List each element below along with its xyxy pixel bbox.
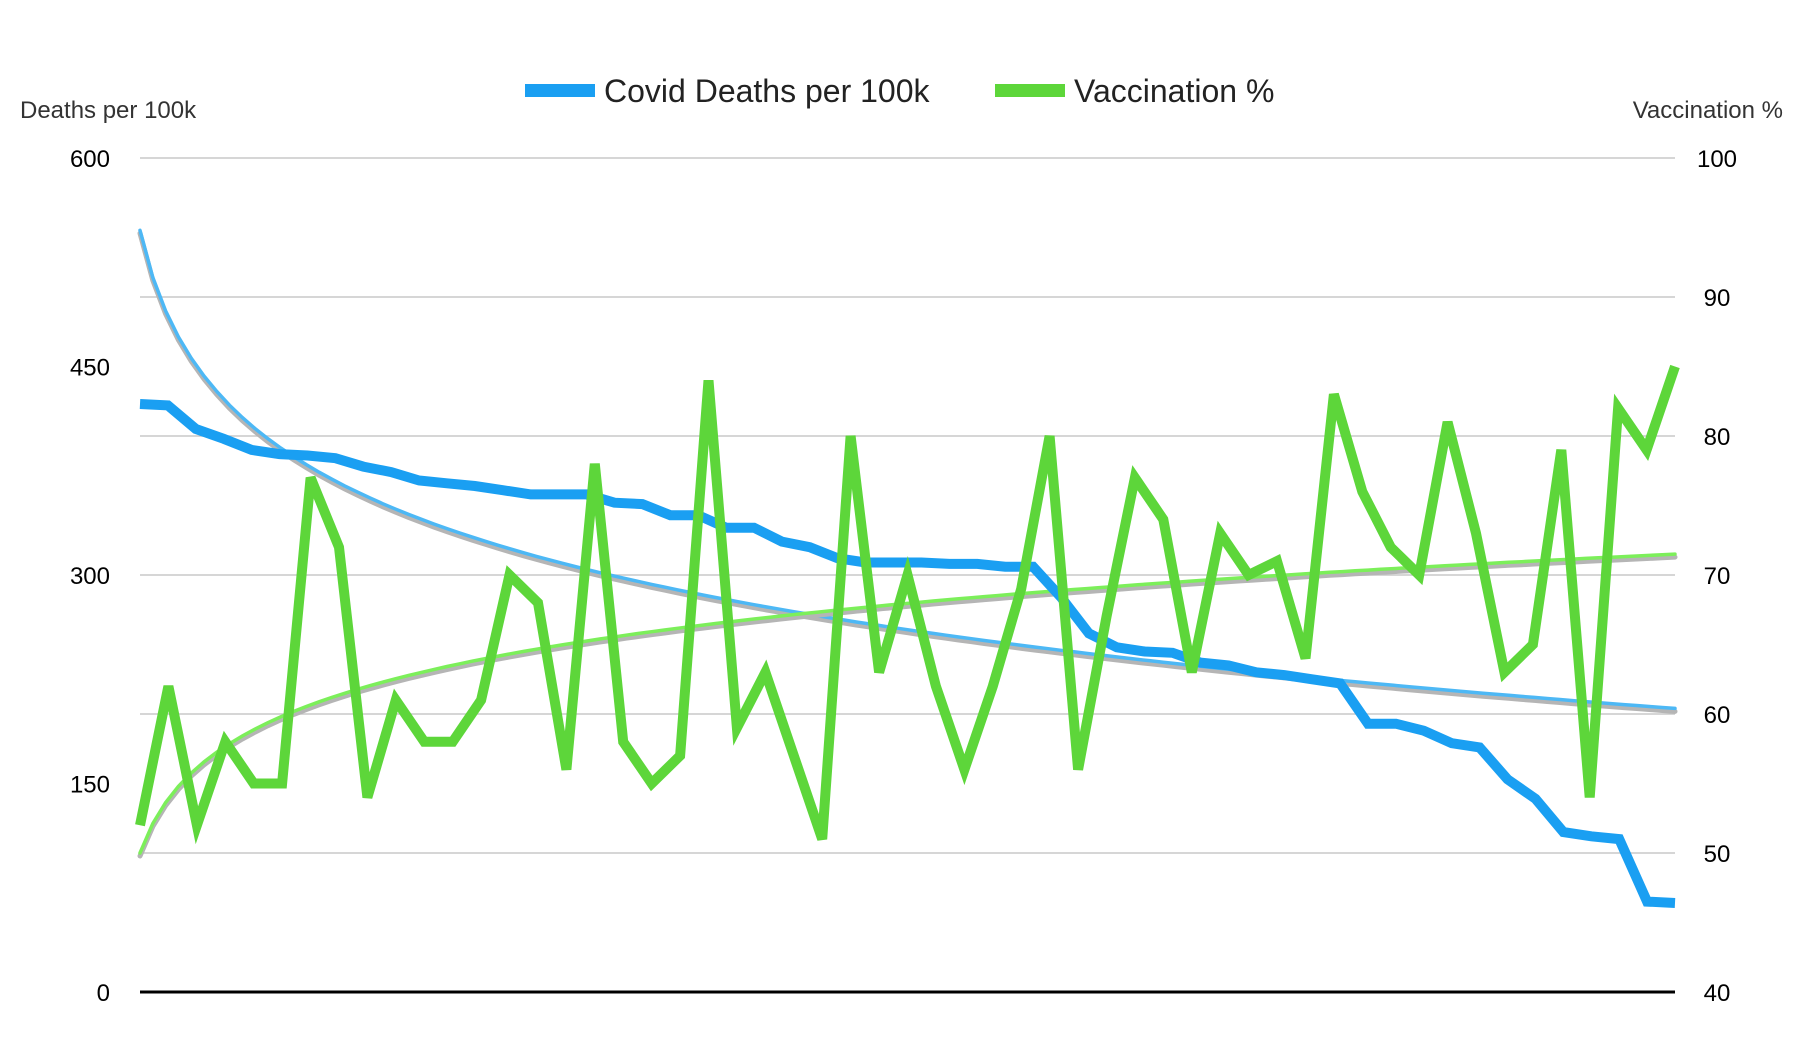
right-tick-label: 100 [1697, 146, 1737, 173]
right-tick-label: 90 [1704, 285, 1731, 312]
left-tick-label: 0 [97, 980, 110, 1007]
deaths-series-line [139, 399, 1676, 908]
right-tick-label: 60 [1704, 702, 1731, 729]
left-axis-ticks: 0 150 300 450 600 [70, 146, 110, 1007]
right-axis-title: Vaccination % [1633, 97, 1783, 124]
grid-lines [140, 157, 1675, 854]
legend-label-vaccination: Vaccination % [1074, 73, 1274, 109]
trendlines [137, 228, 1678, 859]
legend-label-deaths: Covid Deaths per 100k [604, 73, 931, 109]
legend-swatch-deaths [525, 84, 595, 97]
vaccination-series-line [135, 364, 1680, 845]
left-tick-label: 300 [70, 563, 110, 590]
left-axis-title: Deaths per 100k [20, 97, 197, 124]
left-tick-label: 150 [70, 772, 110, 799]
left-tick-label: 450 [70, 355, 110, 382]
series-lines [135, 364, 1680, 908]
right-tick-label: 40 [1704, 980, 1731, 1007]
right-tick-label: 80 [1704, 424, 1731, 451]
trendline-shadow [137, 230, 1678, 714]
legend-swatch-vaccination [995, 84, 1065, 97]
right-axis-ticks: 40 50 60 70 80 90 100 [1697, 146, 1737, 1007]
left-tick-label: 600 [70, 146, 110, 173]
deaths-trendline [138, 228, 1677, 711]
right-tick-label: 50 [1704, 841, 1731, 868]
right-tick-label: 70 [1704, 563, 1731, 590]
vaccination-trendline [138, 552, 1677, 855]
legend: Covid Deaths per 100k Vaccination % [525, 73, 1274, 109]
